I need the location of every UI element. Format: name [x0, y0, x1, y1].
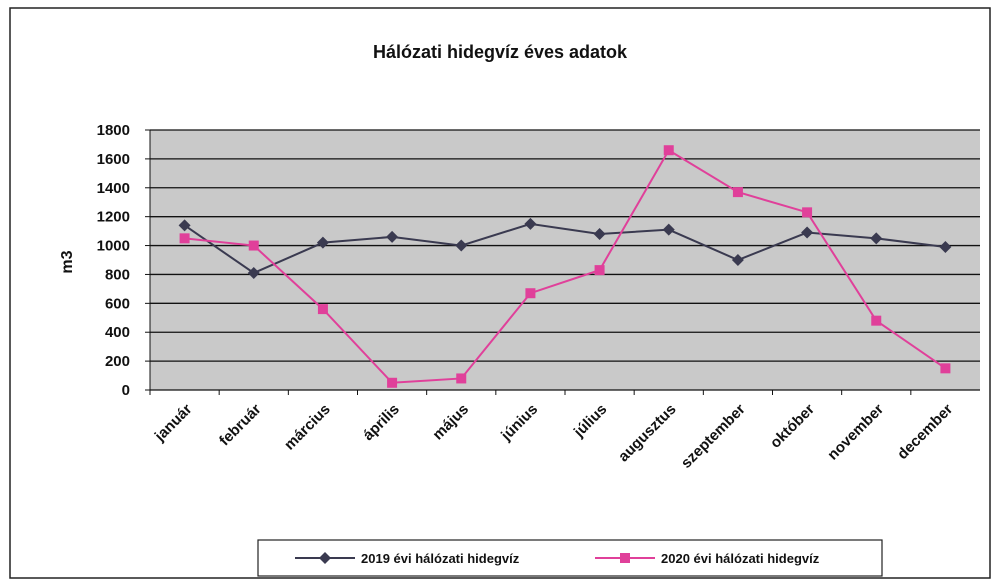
legend-box	[257, 539, 883, 577]
legend-marker	[620, 553, 630, 563]
y-tick-label: 200	[105, 353, 130, 370]
point	[248, 240, 259, 251]
point	[871, 315, 882, 326]
series-line	[184, 222, 946, 275]
chart-title: Hálózati hidegvíz éves adatok	[373, 42, 628, 62]
point	[593, 228, 606, 240]
legend-label: 2020 évi hálózati hidegvíz	[661, 551, 820, 566]
point	[179, 233, 190, 244]
point	[247, 267, 260, 279]
series-line	[184, 148, 946, 384]
point	[594, 265, 605, 276]
point	[731, 254, 744, 266]
y-tick-label: 1600	[97, 151, 130, 168]
y-tick-label: 1200	[97, 209, 130, 226]
y-tick-label: 600	[105, 295, 130, 312]
point	[316, 236, 329, 249]
point	[802, 207, 813, 218]
y-tick-label: 400	[105, 324, 130, 341]
point	[801, 226, 814, 239]
point	[525, 288, 536, 299]
y-tick-label: 1800	[97, 122, 130, 139]
point	[939, 241, 952, 253]
y-tick-label: 1400	[97, 180, 130, 197]
y-tick-label: 800	[105, 266, 130, 283]
point	[662, 223, 675, 236]
plot-area	[150, 130, 980, 390]
legend-marker	[319, 552, 331, 564]
point	[870, 232, 883, 245]
point	[732, 187, 743, 198]
y-tick-label: 1000	[97, 238, 130, 255]
y-tick-label: 0	[122, 382, 130, 399]
point	[940, 363, 951, 374]
point	[178, 219, 191, 232]
point	[456, 373, 467, 384]
legend-label: 2019 évi hálózati hidegvíz	[361, 551, 520, 566]
point	[386, 230, 399, 243]
point	[317, 304, 328, 315]
y-axis-label: m3	[59, 250, 76, 273]
point	[387, 377, 398, 388]
point	[455, 239, 468, 252]
point	[663, 145, 674, 156]
point	[524, 217, 537, 230]
